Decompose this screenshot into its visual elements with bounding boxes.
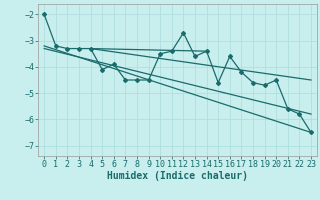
X-axis label: Humidex (Indice chaleur): Humidex (Indice chaleur) [107,171,248,181]
